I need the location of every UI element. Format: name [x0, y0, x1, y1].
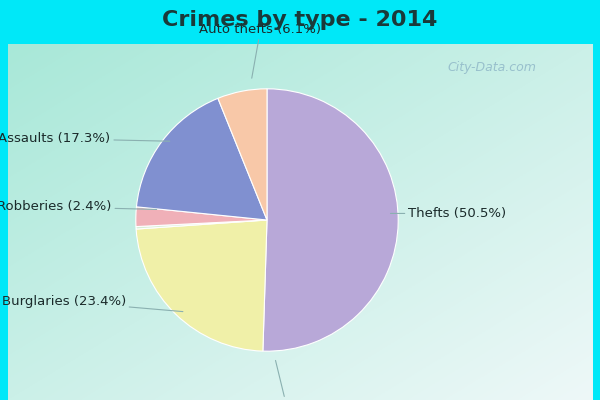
- Wedge shape: [136, 207, 267, 226]
- Wedge shape: [136, 220, 267, 229]
- Wedge shape: [136, 98, 267, 220]
- Text: Robberies (2.4%): Robberies (2.4%): [0, 200, 157, 213]
- Text: City-Data.com: City-Data.com: [448, 62, 536, 74]
- Wedge shape: [136, 220, 267, 351]
- Text: Auto thefts (6.1%): Auto thefts (6.1%): [199, 23, 322, 78]
- Text: Crimes by type - 2014: Crimes by type - 2014: [163, 10, 437, 30]
- Text: Arson (0.3%): Arson (0.3%): [244, 360, 330, 400]
- Text: Burglaries (23.4%): Burglaries (23.4%): [2, 295, 183, 312]
- Text: Assaults (17.3%): Assaults (17.3%): [0, 132, 170, 145]
- Wedge shape: [263, 89, 398, 351]
- Text: Thefts (50.5%): Thefts (50.5%): [391, 207, 506, 220]
- Wedge shape: [218, 89, 267, 220]
